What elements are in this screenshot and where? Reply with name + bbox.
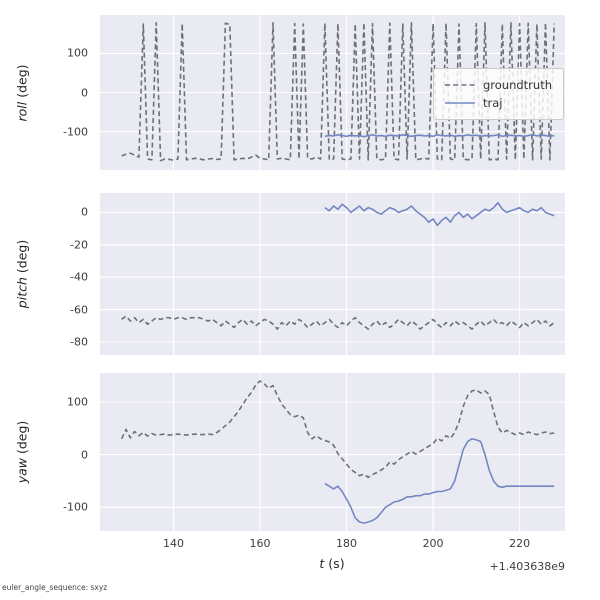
x-tick-label: 140	[163, 537, 185, 550]
legend-item-traj: traj	[444, 94, 552, 112]
subplot-pitch: pitch (deg) -80 -60 -40 -20 0	[0, 193, 600, 355]
roll-ytick-labels: -100 0 100	[0, 15, 94, 170]
y-tick-label: -20	[70, 238, 88, 252]
traj-solid-line-sample	[444, 102, 475, 104]
yaw-ytick-labels: -100 0 100	[0, 373, 94, 531]
y-tick-label: -100	[63, 125, 88, 139]
y-tick-label: -40	[70, 270, 88, 284]
x-tick-label: 220	[509, 537, 531, 550]
legend-label-traj: traj	[482, 96, 503, 110]
y-tick-label: 100	[67, 395, 88, 409]
y-tick-label: 0	[81, 86, 88, 99]
pitch-ytick-labels: -80 -60 -40 -20 0	[0, 193, 94, 355]
yaw-plot	[100, 373, 565, 531]
subplot-yaw: yaw (deg) -100 0 100	[0, 373, 600, 531]
x-axis-label-var: t	[319, 556, 325, 571]
x-tick-label: 160	[249, 537, 271, 550]
subplot-roll: roll (deg) -100 0 100 groundtruth traj	[0, 15, 600, 170]
x-axis-label: t (s)	[319, 556, 344, 571]
xtick-labels: 140 160 180 200 220	[0, 537, 600, 553]
y-tick-label: 0	[81, 448, 88, 462]
legend-item-groundtruth: groundtruth	[444, 76, 552, 94]
euler-sequence-note: euler_angle_sequence: sxyz	[2, 583, 108, 592]
x-tick-label: 180	[336, 537, 358, 550]
pitch-plot	[100, 193, 565, 355]
groundtruth-dashed-line-sample	[444, 84, 475, 86]
y-tick-label: 100	[67, 46, 88, 60]
y-tick-label: -100	[63, 500, 88, 514]
y-tick-label: -60	[70, 303, 88, 317]
x-axis-offset-text: +1.403638e9	[489, 560, 565, 573]
x-axis-label-unit: (s)	[328, 556, 345, 571]
legend-label-groundtruth: groundtruth	[482, 78, 552, 92]
y-tick-label: -80	[70, 335, 88, 349]
x-tick-label: 200	[422, 537, 444, 550]
y-tick-label: 0	[81, 205, 88, 219]
legend: groundtruth traj	[432, 68, 564, 120]
